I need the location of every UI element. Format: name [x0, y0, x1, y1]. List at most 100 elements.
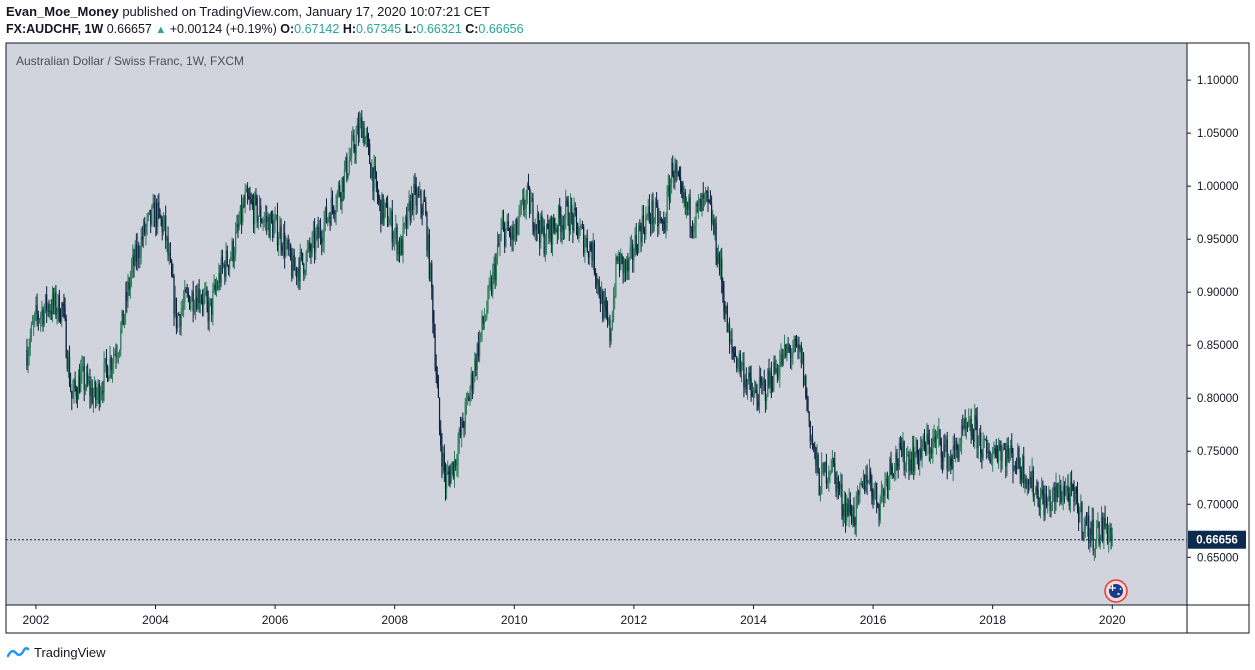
price-axis[interactable]: 1.10000 1.05000 1.00000 0.95000 0.90000 0.850… [1187, 75, 1239, 564]
candle-body [225, 250, 227, 277]
candle-body [779, 362, 781, 377]
candle-body [702, 194, 704, 199]
candle-body [488, 285, 490, 288]
publish-text: published on TradingView.com, January 17… [118, 4, 490, 19]
candle-body [1056, 483, 1058, 498]
x-tick-label: 2014 [740, 613, 767, 627]
time-axis[interactable]: 2002 2004 2006 2008 2010 2012 2014 2016 2018 2020 [23, 605, 1126, 627]
candle-body [806, 397, 808, 399]
candle-body [562, 225, 564, 230]
candle-body [559, 205, 561, 219]
candle-body [648, 206, 651, 220]
candle-body [655, 202, 658, 206]
candle-body [305, 253, 307, 273]
candle-body [91, 387, 93, 403]
candle-body [349, 155, 352, 160]
australia-flag-icon[interactable] [1104, 579, 1128, 603]
candle-body [325, 207, 328, 223]
candle-body [539, 229, 541, 243]
candle-body [90, 387, 92, 397]
candle-body [105, 358, 108, 367]
tradingview-logo[interactable]: TradingView [6, 643, 106, 661]
candle-body [1005, 449, 1007, 467]
candle-body [968, 420, 970, 428]
candle-body [220, 257, 222, 284]
candle-body [639, 225, 641, 228]
candle-body [1036, 487, 1038, 490]
candle-body [199, 300, 201, 304]
candle-body [1038, 505, 1040, 508]
candle-body [1011, 445, 1013, 454]
candle-body [550, 218, 552, 245]
candle-body [407, 203, 409, 228]
candle-body [688, 197, 690, 210]
candle-body [629, 247, 631, 258]
candle-body [1050, 502, 1052, 511]
candle-body [236, 223, 238, 233]
candle-body [719, 258, 722, 270]
candle-body [206, 290, 208, 302]
candle-body [62, 303, 64, 306]
candle-body [748, 372, 750, 382]
candle-body [372, 167, 374, 192]
candle-body [1018, 447, 1020, 467]
candle-body [835, 471, 837, 492]
candle-body [612, 298, 615, 320]
candle-body [823, 463, 825, 473]
candle-body [510, 233, 512, 241]
candle-body [730, 339, 732, 342]
candle-body [984, 438, 987, 441]
candle-body [76, 396, 78, 400]
candle-body [859, 484, 861, 495]
candle-body [187, 292, 189, 297]
candle-body [976, 419, 978, 449]
candle-body [204, 292, 206, 295]
candle-body [70, 384, 72, 391]
candle-body [138, 244, 140, 259]
candle-body [120, 328, 122, 351]
candle-body [309, 242, 311, 251]
candle-body [353, 135, 355, 150]
candle-body [572, 214, 574, 231]
candle-body [245, 188, 247, 193]
candle-body [523, 198, 525, 210]
candle-body [256, 197, 258, 223]
candle-body [264, 216, 267, 219]
candle-body [751, 390, 753, 398]
candle-body [371, 167, 373, 179]
candle-body [362, 127, 364, 138]
candle-body [529, 187, 531, 214]
candle-body [783, 344, 786, 350]
candle-body [194, 297, 197, 310]
candle-body [475, 358, 477, 370]
candle-body [171, 260, 173, 276]
candle-body [35, 305, 37, 313]
candle-body [307, 242, 310, 250]
candle-body [268, 217, 270, 238]
candle-body [928, 439, 930, 454]
candle-body [85, 372, 88, 387]
candle-body [351, 139, 353, 156]
candle-body [124, 291, 127, 316]
candle-body [701, 194, 703, 212]
candle-body [715, 223, 717, 258]
candle-body [136, 244, 139, 262]
candle-body [447, 471, 449, 474]
candle-body [555, 228, 557, 232]
plot-area[interactable] [6, 43, 1187, 605]
candle-body [456, 465, 458, 467]
candle-body [107, 366, 109, 382]
candle-body [767, 370, 769, 397]
candle-body [657, 205, 659, 227]
candle-body [917, 454, 920, 466]
candle-body [413, 183, 415, 210]
candle-body [219, 272, 221, 284]
candle-body [386, 203, 389, 226]
candle-body [1042, 489, 1044, 496]
author-name[interactable]: Evan_Moe_Money [6, 4, 119, 19]
candle-body [599, 294, 601, 304]
candle-body [811, 437, 814, 445]
candle-body [464, 402, 466, 428]
candle-body [866, 474, 868, 484]
